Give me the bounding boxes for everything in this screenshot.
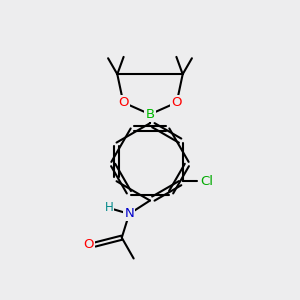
Text: O: O [118, 96, 128, 109]
Text: O: O [83, 238, 94, 251]
Text: B: B [146, 108, 154, 121]
Text: H: H [105, 202, 113, 214]
Text: Cl: Cl [200, 175, 213, 188]
Text: O: O [172, 96, 182, 109]
Text: N: N [124, 207, 134, 220]
